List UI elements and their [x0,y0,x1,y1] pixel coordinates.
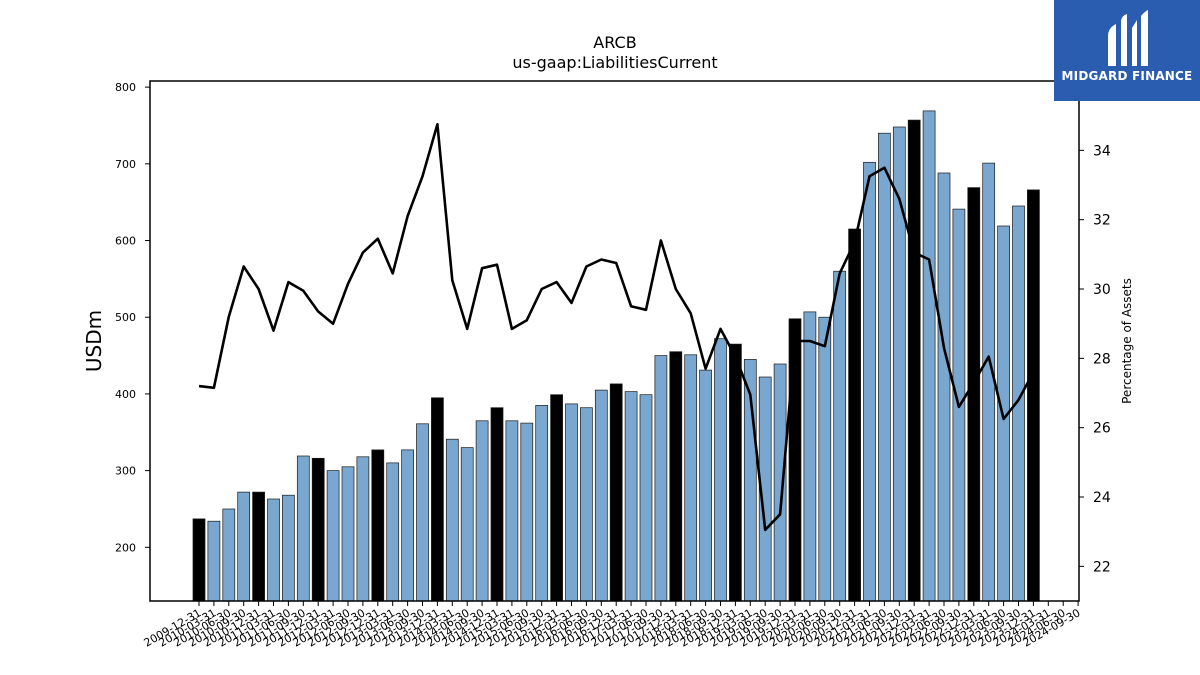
bar-series [192,110,1040,602]
chart-title: ARCB [593,33,636,52]
y-tick-label: 300 [115,465,136,478]
bar [326,470,340,602]
bar [818,316,832,602]
y-tick-label: 600 [115,235,136,248]
bar [982,162,996,602]
bar [907,119,921,602]
bar [267,498,280,602]
bar [878,132,891,602]
bar [669,351,683,602]
chart-subtitle: us-gaap:LiabilitiesCurrent [512,53,717,72]
bar [937,172,951,602]
bar [684,354,698,602]
bar [833,270,847,602]
bar [520,422,534,602]
bar [580,407,593,602]
bar [356,456,370,602]
y-tick-label: 400 [115,388,136,401]
y-tick-label: 500 [115,311,136,324]
bar [654,355,668,602]
percentage-of-assets-line [198,123,1035,532]
midgard-finance-logo-icon [1108,10,1148,66]
y-axis-label-right: Percentage of Assets [1120,278,1134,404]
x-axis: 2009-12-312010-03-312010-06-302010-09-30… [142,601,1083,650]
y-tick-label: 200 [115,541,136,554]
bar [490,407,504,602]
bar [416,423,429,602]
bar [222,508,236,602]
bar [729,343,742,602]
plot-frame [149,80,1080,602]
bar [773,363,787,602]
bar [714,338,727,602]
y-right-tick-label: 34 [1093,143,1111,159]
bar [252,491,265,602]
bar [475,420,489,602]
bar [431,397,444,602]
bar [237,491,251,602]
bar [371,449,385,602]
y-tick-label: 700 [115,158,136,171]
y-right-tick-label: 32 [1093,213,1111,229]
bar [445,438,459,602]
bar [296,455,310,602]
bar [624,391,638,602]
bar [1027,189,1040,602]
line-series [198,123,1035,532]
y-right-tick-label: 26 [1093,421,1111,437]
y-axis-right: 22 24 26 28 30 32 34 [1079,143,1111,575]
y-right-tick-label: 28 [1093,351,1111,367]
y-tick-label: 800 [115,81,136,94]
bar [639,394,653,602]
bar [803,311,817,602]
bar [699,369,712,602]
bar [535,405,549,602]
brand-logo: MIDGARD FINANCE [1054,0,1200,101]
bar [282,494,295,602]
bar [848,228,861,602]
bar [401,449,414,602]
bar [341,466,355,602]
y-right-tick-label: 22 [1093,559,1111,575]
y-right-tick-label: 30 [1093,282,1111,298]
bar [565,403,578,602]
bar [460,447,474,602]
bar [967,187,981,602]
y-axis-left: 200 300 400 500 600 700 800 [115,81,150,554]
bar [207,520,221,602]
bar [311,457,325,602]
bar [788,318,802,602]
bar [505,420,519,602]
bar [594,389,608,602]
bar [192,518,206,602]
y-right-tick-label: 24 [1093,490,1111,506]
brand-name: MIDGARD FINANCE [1061,69,1193,83]
bar [922,110,936,602]
bar [386,462,400,602]
bar [609,383,623,602]
bar [550,394,563,602]
bar [863,161,876,602]
y-axis-label-left: USDm [82,310,106,372]
